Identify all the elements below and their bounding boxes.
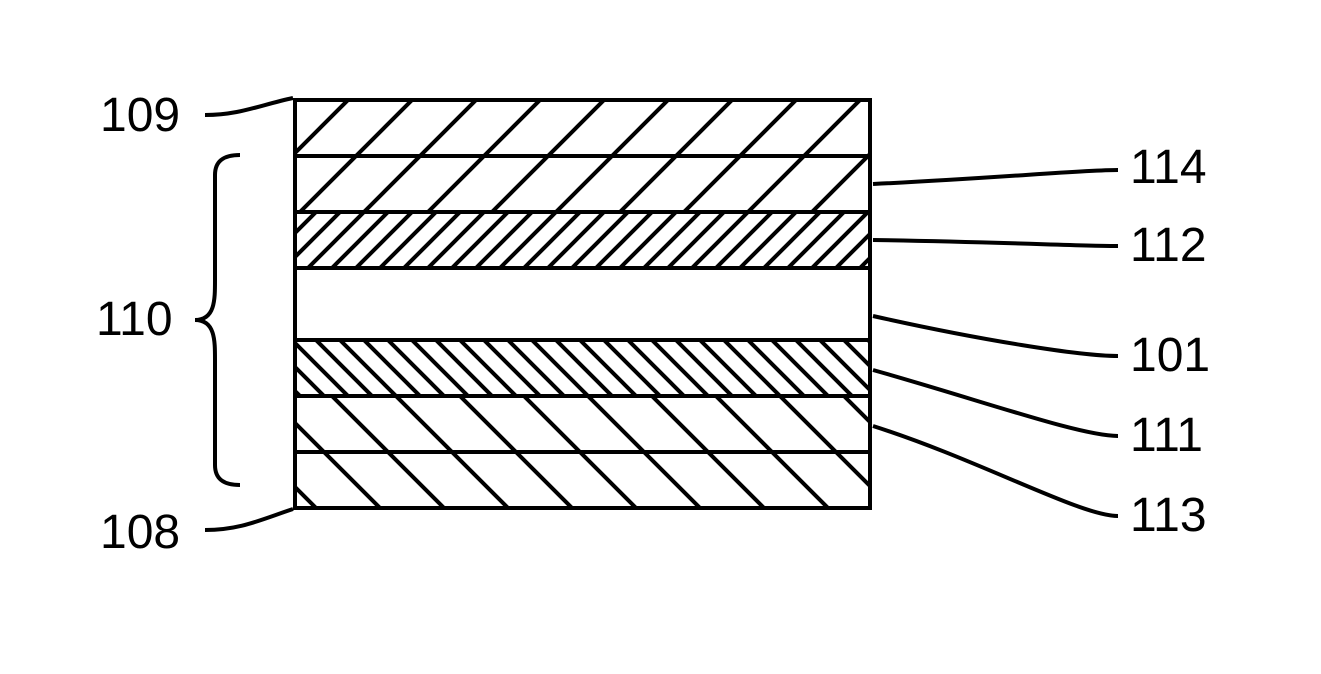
layer-diagram	[0, 0, 1321, 674]
layer108	[295, 452, 870, 508]
label-114: 114	[1130, 140, 1207, 195]
label-110: 110	[96, 292, 173, 347]
label-108: 108	[100, 505, 180, 560]
label-112: 112	[1130, 218, 1207, 273]
label-101: 101	[1130, 328, 1210, 383]
layer112	[295, 212, 870, 268]
layer111	[295, 340, 870, 396]
label-109: 109	[100, 88, 180, 143]
layer114	[295, 156, 870, 212]
label-113: 113	[1130, 488, 1207, 543]
label-111: 111	[1130, 408, 1203, 463]
layer113	[295, 396, 870, 452]
layer109	[295, 100, 870, 156]
layer101	[295, 268, 870, 340]
layer-stack	[295, 100, 870, 508]
